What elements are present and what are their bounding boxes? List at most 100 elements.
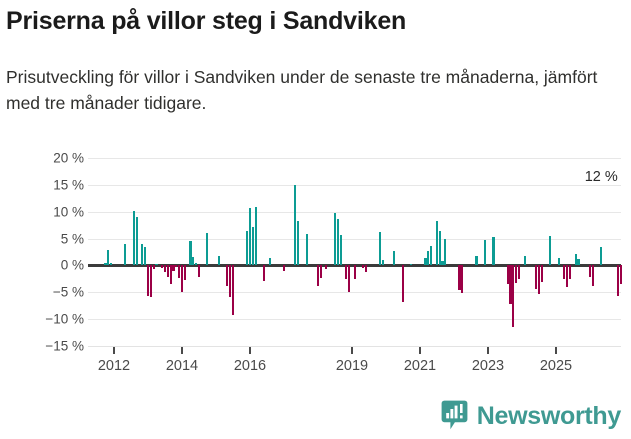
x-axis-tick [113, 347, 115, 354]
bar [305, 233, 308, 266]
bar [444, 239, 447, 266]
x-axis-tick-label: 2023 [471, 358, 505, 374]
bar [217, 255, 220, 266]
page-title: Priserna på villor steg i Sandviken [6, 7, 407, 35]
y-axis-tick-label: 10 % [53, 204, 84, 220]
y-axis-tick-label: 5 % [60, 231, 84, 247]
bar [104, 263, 107, 266]
bar [268, 258, 271, 266]
bar [435, 220, 438, 266]
bar [183, 265, 186, 281]
bar [107, 250, 110, 266]
bar [141, 244, 144, 266]
bar [619, 265, 622, 284]
bar [382, 260, 385, 266]
bar [430, 246, 433, 266]
x-axis-tick-label: 2012 [97, 358, 131, 374]
bar [549, 235, 552, 266]
bar [353, 265, 356, 280]
bar [149, 265, 152, 297]
bar [336, 218, 339, 266]
bar [588, 265, 591, 277]
bar [563, 265, 566, 280]
bar [534, 265, 538, 290]
bar [345, 265, 348, 279]
bar [523, 256, 526, 266]
x-axis-tick [351, 347, 353, 354]
x-axis-tick-label: 2014 [165, 358, 199, 374]
bar [282, 265, 285, 272]
bar [124, 244, 127, 266]
bar [568, 265, 572, 279]
bar [512, 265, 515, 327]
bar [540, 265, 543, 283]
bar [557, 257, 560, 266]
bar [166, 265, 169, 278]
bar [438, 231, 441, 266]
x-axis-line [88, 346, 621, 347]
y-axis-tick-label: −15 % [45, 338, 84, 354]
gridline [88, 184, 621, 186]
bar [189, 241, 192, 266]
bar [333, 212, 336, 266]
bar [492, 236, 495, 266]
bar [461, 265, 464, 293]
bar [152, 265, 155, 269]
newsworthy-logo: Newsworthy [441, 399, 621, 433]
bar [226, 265, 229, 287]
bar [600, 247, 603, 266]
bar [319, 265, 322, 278]
bar [172, 265, 175, 272]
bar [263, 265, 266, 281]
bar [110, 262, 113, 266]
bar [515, 265, 518, 284]
gridline [88, 292, 621, 294]
bar [475, 255, 478, 266]
bar [393, 251, 396, 266]
logo-wordmark: Newsworthy [476, 401, 622, 430]
bar [229, 265, 232, 297]
bar [506, 265, 509, 285]
bar [617, 265, 620, 296]
bar [246, 230, 249, 266]
bar [297, 221, 300, 266]
bar [135, 216, 138, 266]
bar [316, 265, 319, 286]
bar [379, 232, 382, 266]
bar [132, 210, 135, 266]
x-axis-tick [249, 347, 251, 354]
bar [248, 208, 251, 266]
bar [155, 264, 158, 266]
bar [195, 263, 198, 266]
bar [206, 232, 209, 266]
y-axis-tick-label: 20 % [53, 150, 84, 166]
x-axis-tick [419, 347, 421, 354]
x-axis-tick [487, 347, 489, 354]
bar [577, 258, 580, 266]
y-axis-tick-label: 0 % [60, 257, 84, 273]
bar [537, 265, 540, 294]
bar [161, 265, 164, 268]
bar [254, 207, 257, 266]
bar [180, 265, 183, 292]
bar [178, 265, 181, 278]
gridline [88, 158, 621, 159]
bar [339, 235, 342, 266]
plot-area [88, 158, 622, 347]
y-axis-labels: 20 % 15 % 10 % 5 % 0 % −5 % −10 % −15 % [0, 151, 84, 354]
y-axis-tick-label: 15 % [53, 177, 84, 193]
x-axis-tick-label: 2021 [403, 358, 437, 374]
x-axis-tick-label: 2016 [233, 358, 267, 374]
bar [427, 250, 430, 266]
bar [169, 265, 172, 284]
bar [566, 265, 569, 288]
x-axis-tick [181, 347, 183, 354]
bar [251, 226, 254, 266]
bar [231, 265, 234, 316]
y-axis-tick-label: −5 % [52, 284, 84, 300]
bar [192, 256, 195, 266]
bar [146, 265, 150, 296]
x-axis-tick-label: 2019 [335, 358, 369, 374]
bar [509, 265, 512, 305]
